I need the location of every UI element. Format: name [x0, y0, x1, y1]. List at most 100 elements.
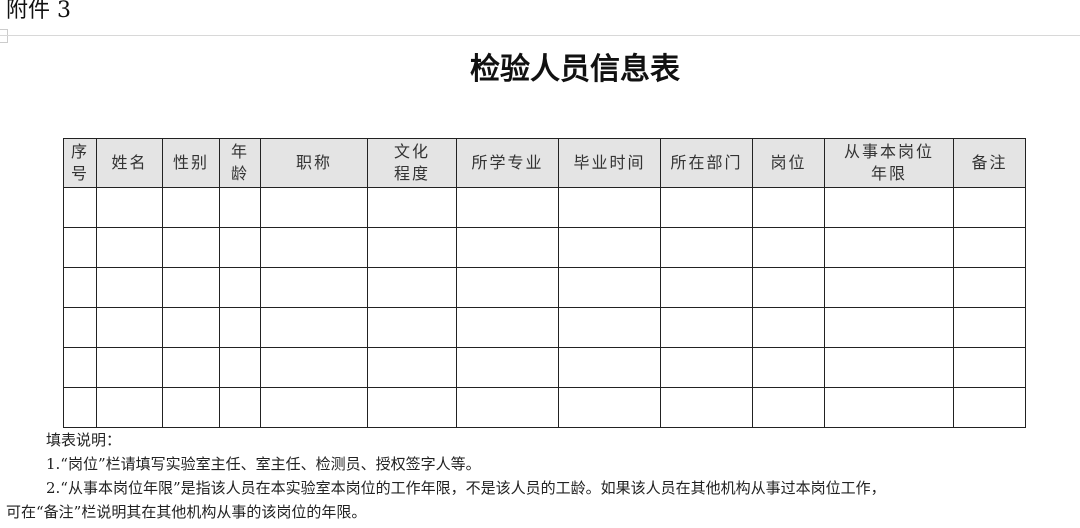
table-cell[interactable] — [558, 347, 661, 388]
table-cell[interactable] — [558, 187, 661, 228]
table-cell[interactable] — [824, 347, 954, 388]
table-cell[interactable] — [367, 307, 457, 348]
table-cell[interactable] — [456, 347, 559, 388]
table-cell[interactable] — [162, 187, 220, 228]
column-header: 职称 — [260, 138, 368, 188]
table-cell[interactable] — [219, 307, 261, 348]
table-cell[interactable] — [660, 347, 753, 388]
notes-heading: 填表说明： — [46, 431, 122, 449]
table-cell[interactable] — [367, 227, 457, 268]
table-cell[interactable] — [96, 307, 163, 348]
table-cell[interactable] — [752, 267, 825, 308]
table-cell[interactable] — [260, 347, 368, 388]
table-cell[interactable] — [752, 227, 825, 268]
table-cell[interactable] — [558, 227, 661, 268]
table-cell[interactable] — [824, 227, 954, 268]
table-cell[interactable] — [367, 347, 457, 388]
table-cell[interactable] — [456, 387, 559, 428]
table-cell[interactable] — [162, 227, 220, 268]
table-cell[interactable] — [260, 267, 368, 308]
table-cell[interactable] — [752, 307, 825, 348]
column-header: 毕业时间 — [558, 138, 661, 188]
table-cell[interactable] — [63, 187, 97, 228]
table-cell[interactable] — [260, 187, 368, 228]
table-cell[interactable] — [660, 387, 753, 428]
table-cell[interactable] — [456, 267, 559, 308]
table-cell[interactable] — [219, 387, 261, 428]
table-cell[interactable] — [953, 307, 1026, 348]
table-cell[interactable] — [456, 307, 559, 348]
column-header: 从事本岗位 年限 — [824, 138, 954, 188]
table-cell[interactable] — [558, 267, 661, 308]
table-cell[interactable] — [63, 307, 97, 348]
personnel-table: 序 号姓名 性别年 龄职称 文化 程度 所学专业 毕业时间 所在部门 岗位 从事本岗位 年限备… — [63, 138, 1026, 428]
table-cell[interactable] — [752, 347, 825, 388]
table-row — [63, 187, 1026, 228]
table-cell[interactable] — [162, 347, 220, 388]
fill-instructions: 填表说明： 1.“岗位”栏请填写实验室主任、室主任、检测员、授权签字人等。 2.… — [0, 428, 886, 524]
table-cell[interactable] — [824, 387, 954, 428]
table-cell[interactable] — [953, 227, 1026, 268]
table-cell[interactable] — [824, 267, 954, 308]
column-header: 所学专业 — [456, 138, 559, 188]
table-cell[interactable] — [953, 267, 1026, 308]
table-cell[interactable] — [660, 227, 753, 268]
table-cell[interactable] — [456, 187, 559, 228]
table-cell[interactable] — [660, 187, 753, 228]
table-cell[interactable] — [63, 387, 97, 428]
column-header: 备注 — [953, 138, 1026, 188]
table-cell[interactable] — [752, 387, 825, 428]
table-row — [63, 267, 1026, 308]
table-cell[interactable] — [96, 187, 163, 228]
table-cell[interactable] — [660, 267, 753, 308]
table-cell[interactable] — [367, 267, 457, 308]
table-cell[interactable] — [63, 227, 97, 268]
table-cell[interactable] — [660, 307, 753, 348]
table-cell[interactable] — [260, 227, 368, 268]
table-cell[interactable] — [558, 307, 661, 348]
table-cell[interactable] — [63, 267, 97, 308]
table-cell[interactable] — [953, 347, 1026, 388]
table-cell[interactable] — [558, 387, 661, 428]
table-cell[interactable] — [953, 187, 1026, 228]
table-row — [63, 347, 1026, 388]
paragraph-marker — [0, 29, 8, 43]
table-cell[interactable] — [162, 307, 220, 348]
table-cell[interactable] — [953, 387, 1026, 428]
table-cell[interactable] — [219, 187, 261, 228]
table-cell[interactable] — [219, 347, 261, 388]
column-header: 文化 程度 — [367, 138, 457, 188]
table-cell[interactable] — [96, 267, 163, 308]
table-cell[interactable] — [219, 227, 261, 268]
table-cell[interactable] — [219, 267, 261, 308]
table-cell[interactable] — [456, 227, 559, 268]
table-cell[interactable] — [260, 387, 368, 428]
page-divider — [0, 35, 1080, 36]
table-row — [63, 227, 1026, 268]
table-cell[interactable] — [752, 187, 825, 228]
table-cell[interactable] — [162, 267, 220, 308]
table-cell[interactable] — [96, 347, 163, 388]
table-cell[interactable] — [260, 307, 368, 348]
page-title: 检验人员信息表 — [470, 52, 680, 87]
column-header: 年 龄 — [219, 138, 261, 188]
table-cell[interactable] — [367, 387, 457, 428]
column-header: 性别 — [162, 138, 220, 188]
table-cell[interactable] — [824, 307, 954, 348]
table-cell[interactable] — [96, 387, 163, 428]
table-cell[interactable] — [63, 347, 97, 388]
table-row — [63, 387, 1026, 428]
note-item: 1.“岗位”栏请填写实验室主任、室主任、检测员、授权签字人等。 — [46, 455, 481, 473]
note-item: 可在“备注”栏说明其在其他机构从事的该岗位的年限。 — [6, 503, 367, 521]
column-header: 所在部门 — [660, 138, 753, 188]
column-header: 序 号 — [63, 138, 97, 188]
table-cell[interactable] — [367, 187, 457, 228]
table-cell[interactable] — [824, 187, 954, 228]
attachment-label: 附件 3 — [6, 0, 71, 23]
table-cell[interactable] — [96, 227, 163, 268]
table-cell[interactable] — [162, 387, 220, 428]
table-row — [63, 307, 1026, 348]
column-header: 姓名 — [96, 138, 163, 188]
column-header: 岗位 — [752, 138, 825, 188]
note-item: 2.“从事本岗位年限”是指该人员在本实验室本岗位的工作年限，不是该人员的工龄。如… — [46, 479, 886, 497]
